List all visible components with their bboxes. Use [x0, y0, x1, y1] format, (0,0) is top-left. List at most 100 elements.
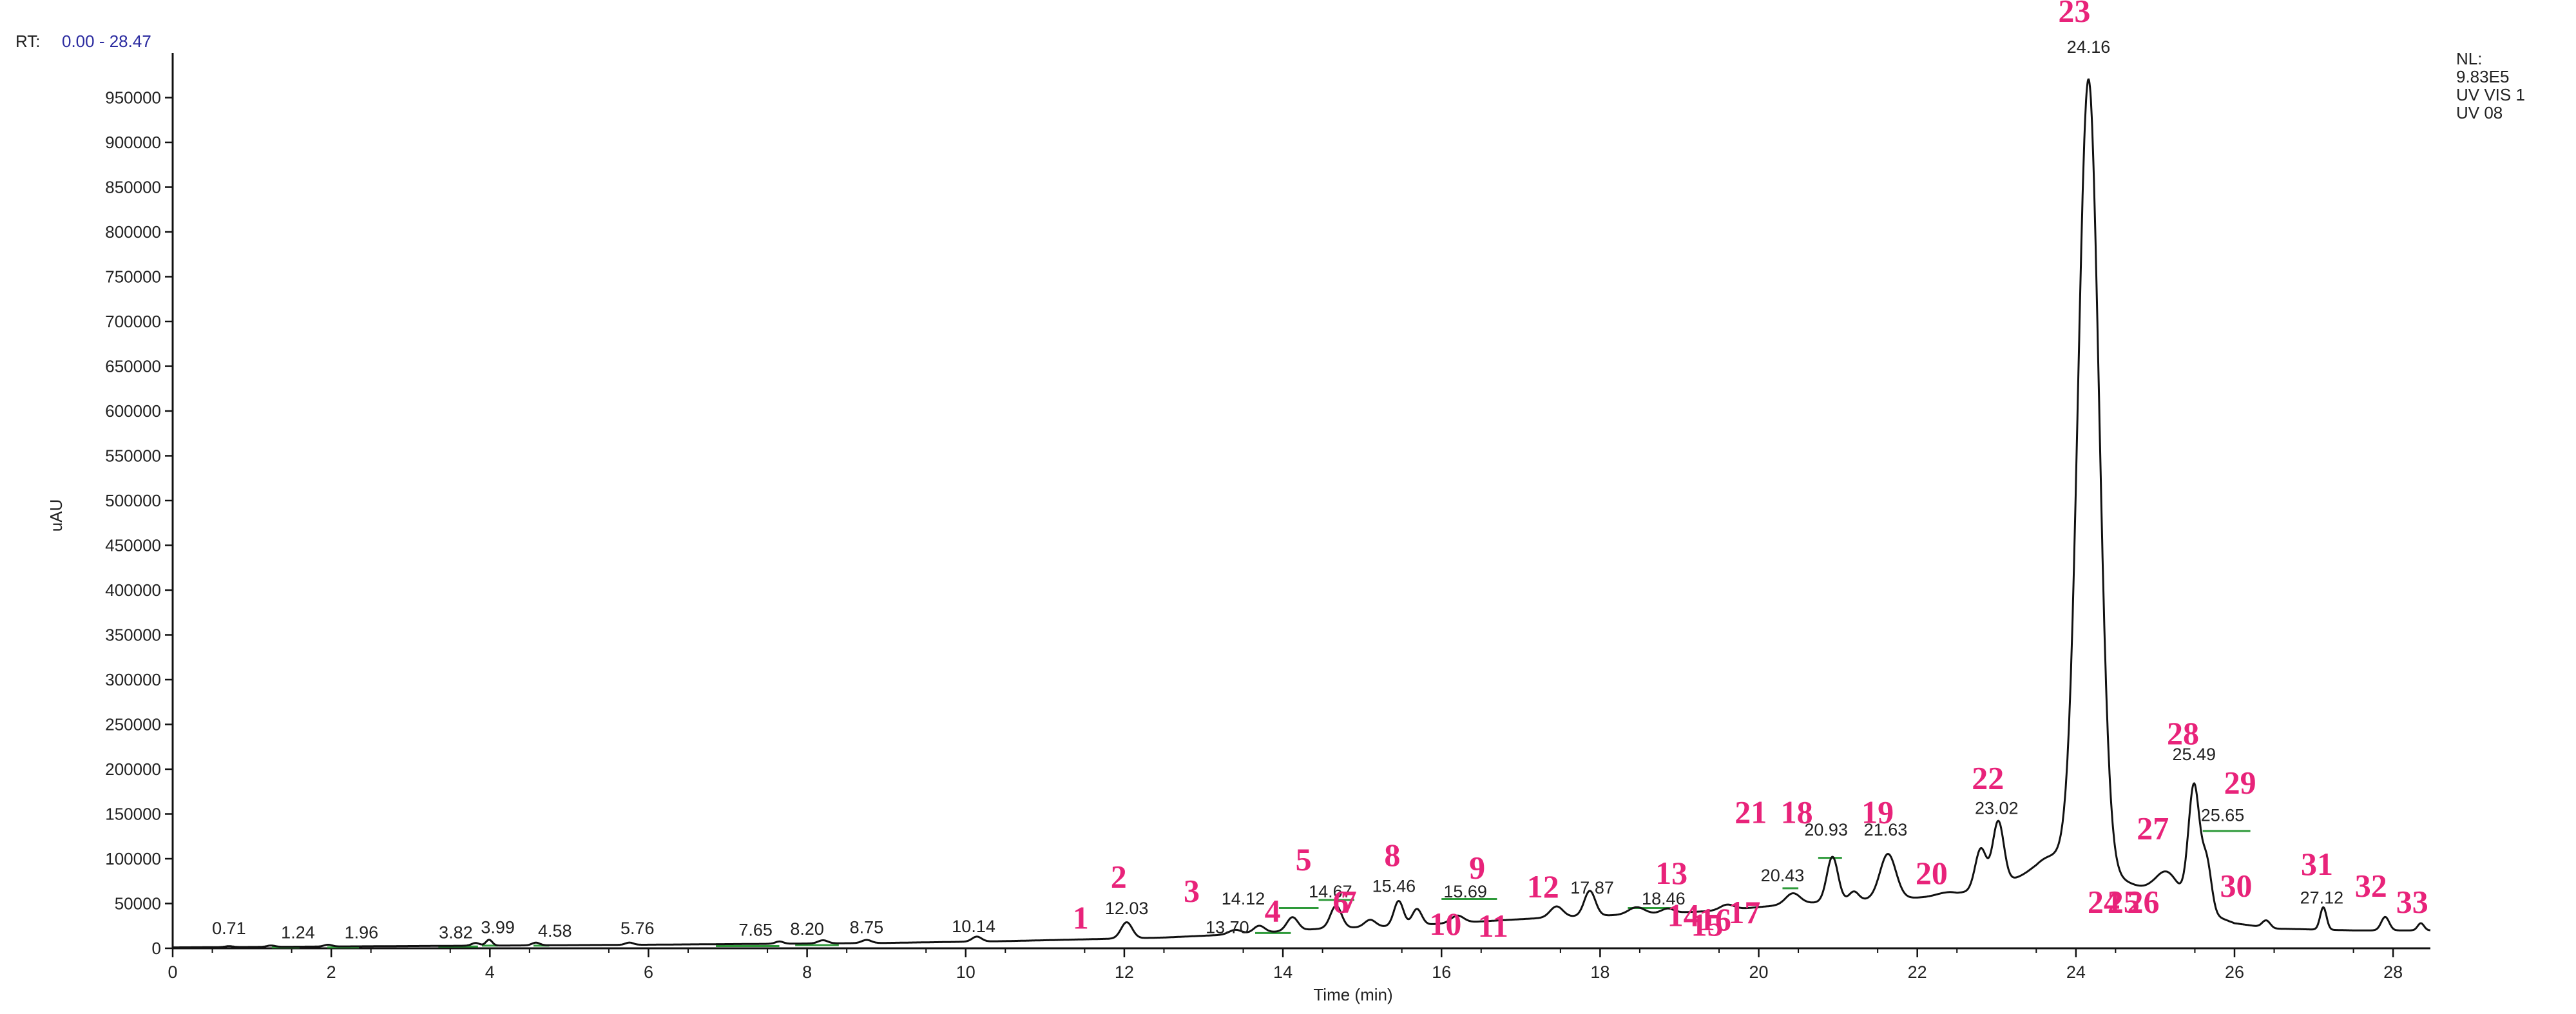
x-tick-label: 4 [485, 962, 495, 982]
axes: 0500001000001500002000002500003000003500… [105, 53, 2430, 982]
peak-number: 24 [2088, 883, 2120, 919]
info-line: UV 08 [2456, 103, 2503, 122]
peak-number: 3 [1184, 873, 1200, 909]
y-tick-label: 400000 [105, 580, 161, 600]
peak-number: 21 [1735, 794, 1767, 830]
rt-label: 27.12 [2300, 888, 2344, 908]
rt-label: 21.63 [1864, 820, 1908, 839]
y-tick-label: 700000 [105, 312, 161, 331]
peak-number: 10 [1429, 906, 1461, 942]
peak-number: 11 [1478, 908, 1508, 944]
peak-number: 9 [1469, 850, 1485, 886]
peak-number: 14 [1668, 897, 1700, 933]
rt-label: 1.96 [345, 923, 379, 942]
peak-number: 20 [1916, 855, 1948, 891]
x-tick-label: 12 [1115, 962, 1134, 982]
peak-number: 13 [1655, 855, 1687, 891]
x-tick-label: 28 [2383, 962, 2403, 982]
peak-number: 17 [1728, 894, 1760, 930]
rt-label: 23.02 [1975, 799, 2019, 818]
retention-time-labels: 0.71 1.24 1.96 3.82 3.99 4.58 5.76 7.65 8.20 8.75… [212, 37, 2343, 942]
rt-label: 5.76 [620, 919, 655, 938]
x-tick-label: 6 [644, 962, 653, 982]
peak-number: 26 [2127, 883, 2159, 919]
chromatogram-trace [173, 78, 2431, 949]
y-tick-label: 150000 [105, 805, 161, 824]
peak-number: 2 [1111, 858, 1127, 894]
info-line: NL: [2456, 49, 2482, 68]
info-line: UV VIS 1 [2456, 85, 2525, 104]
y-tick-label: 550000 [105, 446, 161, 466]
peak-number: 22 [1972, 760, 2004, 796]
rt-range: 0.00 - 28.47 [62, 32, 151, 51]
x-tick-label: 10 [956, 962, 976, 982]
rt-label: 10.14 [952, 917, 995, 936]
peak-number: 30 [2220, 867, 2252, 903]
peak-number: 5 [1296, 841, 1312, 877]
x-tick-label: 20 [1749, 962, 1769, 982]
peak-number: 23 [2058, 0, 2090, 28]
y-tick-label: 850000 [105, 178, 161, 197]
integration-marks [271, 830, 2251, 949]
y-tick-label: 300000 [105, 670, 161, 689]
y-tick-label: 250000 [105, 715, 161, 734]
rt-label: 12.03 [1105, 899, 1149, 918]
rt-label: RT: [15, 32, 41, 51]
y-tick-label: 800000 [105, 222, 161, 242]
y-tick-label: 0 [152, 939, 161, 958]
peak-number: 31 [2301, 846, 2333, 882]
y-tick-label: 50000 [115, 894, 161, 914]
rt-label: 20.43 [1761, 866, 1805, 885]
y-tick-label: 200000 [105, 760, 161, 779]
x-tick-label: 22 [1908, 962, 1927, 982]
rt-label: 0.71 [212, 919, 246, 938]
peak-number: 33 [2396, 883, 2428, 919]
peak-number: 1 [1073, 899, 1089, 935]
rt-label: 8.75 [850, 917, 884, 937]
x-tick-label: 18 [1590, 962, 1610, 982]
rt-label: 7.65 [738, 921, 773, 940]
y-tick-label: 900000 [105, 133, 161, 152]
rt-label: 1.24 [281, 923, 315, 942]
rt-label: 25.49 [2172, 745, 2216, 764]
y-tick-label: 450000 [105, 536, 161, 555]
peak-number: 12 [1527, 868, 1559, 904]
x-axis-label: Time (min) [1313, 985, 1392, 1004]
rt-label: 3.99 [481, 917, 515, 937]
peak-number: 16 [1699, 901, 1731, 937]
rt-label: 3.82 [439, 923, 473, 942]
y-axis-label: uAU [46, 499, 66, 532]
peak-number: 8 [1384, 837, 1400, 873]
peak-number: 19 [1861, 794, 1894, 830]
x-tick-label: 2 [327, 962, 336, 982]
rt-label: 25.65 [2201, 806, 2245, 825]
x-tick-label: 14 [1273, 962, 1293, 982]
peak-number: 27 [2137, 810, 2169, 846]
rt-label: 13.70 [1206, 917, 1249, 937]
rt-label: 8.20 [790, 919, 824, 939]
x-tick-label: 24 [2066, 962, 2086, 982]
peak-number: 29 [2224, 765, 2256, 801]
y-tick-label: 750000 [105, 267, 161, 287]
rt-label: 15.69 [1443, 882, 1487, 901]
y-tick-label: 100000 [105, 849, 161, 868]
peak-number: 25 [2108, 883, 2140, 919]
x-tick-label: 8 [802, 962, 812, 982]
info-line: 9.83E5 [2456, 67, 2509, 86]
info-box: NL: 9.83E5 UV VIS 1 UV 08 [2456, 49, 2525, 122]
peak-number: 32 [2355, 867, 2387, 903]
peak-number: 28 [2167, 715, 2199, 751]
peak-number: 18 [1781, 794, 1813, 830]
x-tick-label: 16 [1432, 962, 1451, 982]
y-tick-label: 650000 [105, 357, 161, 376]
rt-label: 14.12 [1222, 889, 1265, 908]
rt-label: 17.87 [1570, 878, 1614, 897]
y-tick-label: 500000 [105, 491, 161, 510]
rt-label: 18.46 [1642, 889, 1686, 908]
x-tick-label: 0 [168, 962, 177, 982]
y-tick-label: 950000 [105, 88, 161, 108]
rt-label: 20.93 [1804, 820, 1848, 839]
rt-label: 15.46 [1372, 876, 1416, 895]
